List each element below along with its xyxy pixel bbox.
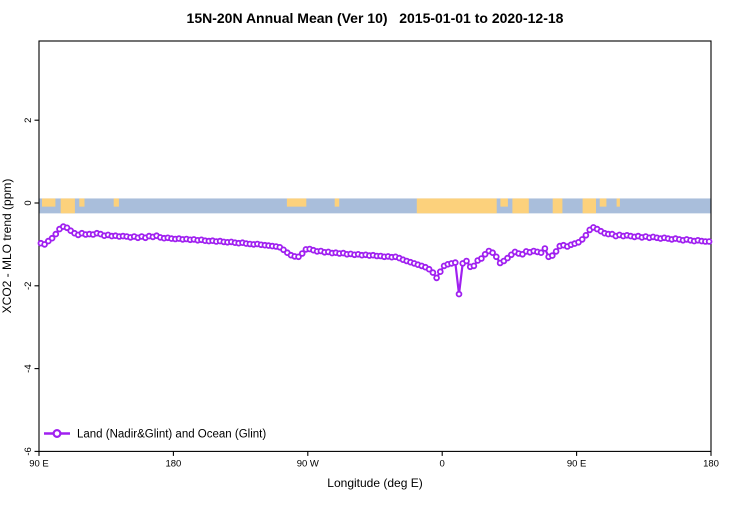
data-point	[455, 290, 463, 298]
data-point	[541, 245, 549, 252]
data-point	[504, 254, 511, 262]
land-segment	[552, 198, 563, 214]
land-segment	[334, 198, 340, 207]
data-point	[582, 232, 590, 239]
data-point	[463, 257, 470, 265]
data-point	[578, 236, 586, 243]
legend-label: Land (Nadir&Glint) and Ocean (Glint)	[77, 429, 266, 441]
data-point	[470, 262, 478, 270]
data-point	[705, 238, 713, 245]
data-point	[52, 230, 60, 238]
land-segment	[416, 198, 497, 214]
data-point	[481, 251, 489, 258]
land-segment	[500, 198, 508, 207]
x-tick-label: 90 W	[297, 458, 319, 469]
data-point	[489, 249, 496, 257]
x-tick-label: 180	[703, 458, 719, 469]
plot-generated-content: 90 E 180 90 W 0 90 E 180 2 0 -2 -4 -6	[23, 40, 719, 469]
x-tick-label: 0	[440, 458, 445, 469]
ocean-band	[39, 198, 711, 214]
y-tick-label: -4	[23, 364, 34, 372]
y-tick-label: 2	[23, 118, 34, 123]
chart-title: 15N-20N Annual Mean (Ver 10) 2015-01-01 …	[187, 10, 564, 26]
x-tick-label: 180	[165, 458, 181, 469]
legend-marker-icon	[52, 429, 62, 439]
legend: Land (Nadir&Glint) and Ocean (Glint)	[44, 429, 266, 441]
data-point	[492, 253, 500, 261]
y-axis-title: XCO2 - MLO trend (ppm)	[0, 179, 14, 314]
data-point	[433, 274, 440, 282]
land-segment	[79, 198, 85, 207]
data-point	[298, 250, 306, 257]
land-segment	[286, 198, 307, 207]
x-tick-label: 90 E	[29, 458, 49, 469]
y-tick-label: -2	[23, 282, 34, 290]
land-segment	[512, 198, 529, 214]
land-segment	[42, 198, 56, 207]
data-point	[48, 234, 56, 242]
x-tick-label: 90 E	[567, 458, 587, 469]
land-segment	[582, 198, 596, 214]
land-segment	[60, 198, 75, 214]
land-segment	[616, 198, 620, 207]
y-tick-label: 0	[23, 200, 34, 205]
y-tick-label: -6	[23, 447, 34, 455]
data-point	[429, 269, 437, 276]
data-point	[425, 265, 433, 273]
data-point	[537, 249, 545, 257]
land-segment	[599, 198, 607, 207]
data-point	[478, 255, 485, 262]
land-segment	[113, 198, 119, 207]
data-point	[436, 268, 444, 276]
plot-border	[38, 40, 712, 452]
x-axis-title: Longitude (deg E)	[327, 476, 422, 490]
data-point	[451, 259, 459, 266]
data-point	[552, 248, 560, 255]
data-point	[548, 252, 556, 259]
